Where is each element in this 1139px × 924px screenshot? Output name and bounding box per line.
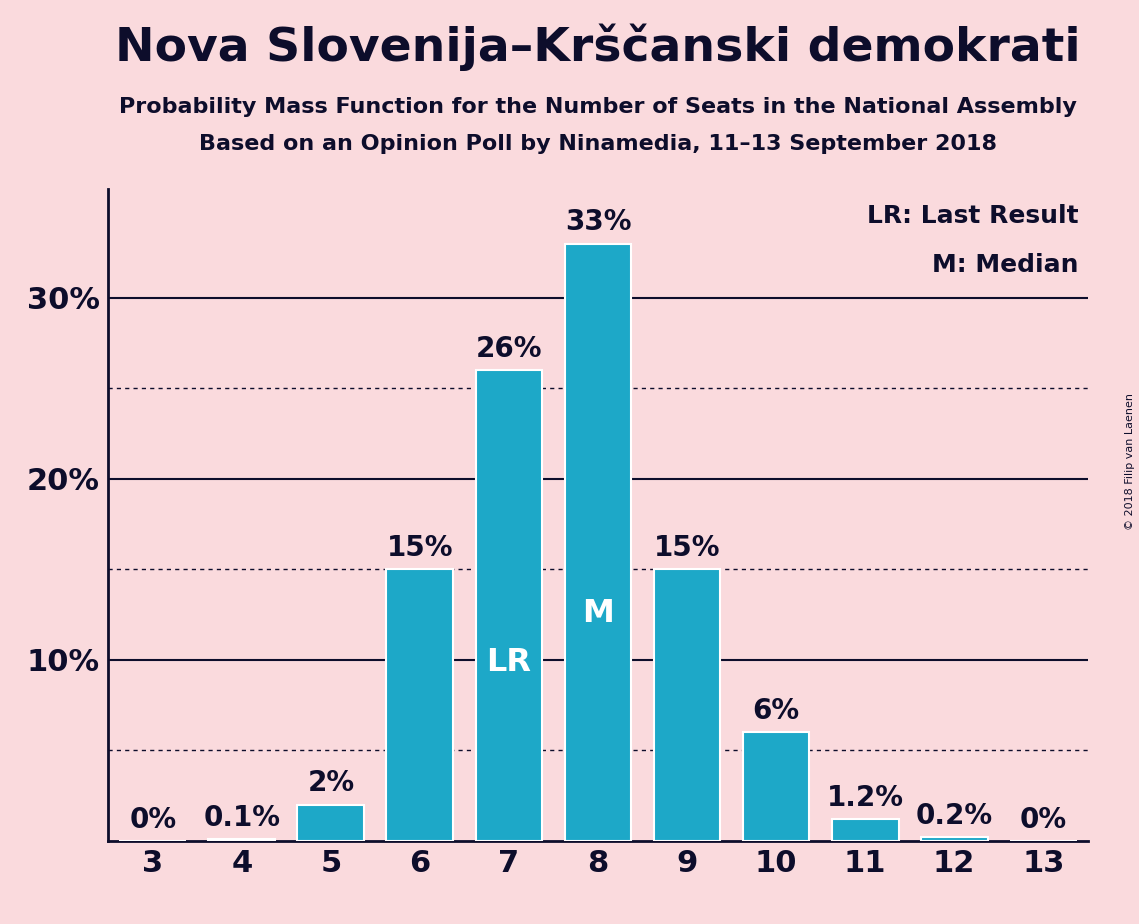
Text: 0.1%: 0.1%	[203, 804, 280, 832]
Text: 0%: 0%	[129, 806, 177, 833]
Text: M: M	[582, 599, 614, 629]
Text: Based on an Opinion Poll by Ninamedia, 11–13 September 2018: Based on an Opinion Poll by Ninamedia, 1…	[199, 134, 997, 154]
Text: 26%: 26%	[476, 335, 542, 363]
Bar	[920, 837, 988, 841]
Text: 2%: 2%	[308, 770, 354, 797]
Text: 1.2%: 1.2%	[827, 784, 903, 812]
Text: 15%: 15%	[654, 534, 720, 562]
Bar	[475, 371, 542, 841]
Text: © 2018 Filip van Laenen: © 2018 Filip van Laenen	[1125, 394, 1134, 530]
Text: 0%: 0%	[1019, 806, 1067, 833]
Bar	[743, 732, 810, 841]
Text: Nova Slovenija–Krščanski demokrati: Nova Slovenija–Krščanski demokrati	[115, 23, 1081, 70]
Text: 6%: 6%	[753, 697, 800, 725]
Text: 15%: 15%	[386, 534, 453, 562]
Text: M: Median: M: Median	[933, 253, 1079, 277]
Bar	[654, 569, 720, 841]
Bar	[297, 805, 364, 841]
Bar	[831, 820, 899, 841]
Bar	[565, 244, 631, 841]
Text: LR: Last Result: LR: Last Result	[867, 204, 1079, 228]
Text: 33%: 33%	[565, 209, 631, 237]
Text: LR: LR	[486, 647, 532, 677]
Bar	[208, 839, 276, 841]
Text: 0.2%: 0.2%	[916, 802, 993, 830]
Bar	[386, 569, 453, 841]
Text: Probability Mass Function for the Number of Seats in the National Assembly: Probability Mass Function for the Number…	[120, 97, 1076, 117]
